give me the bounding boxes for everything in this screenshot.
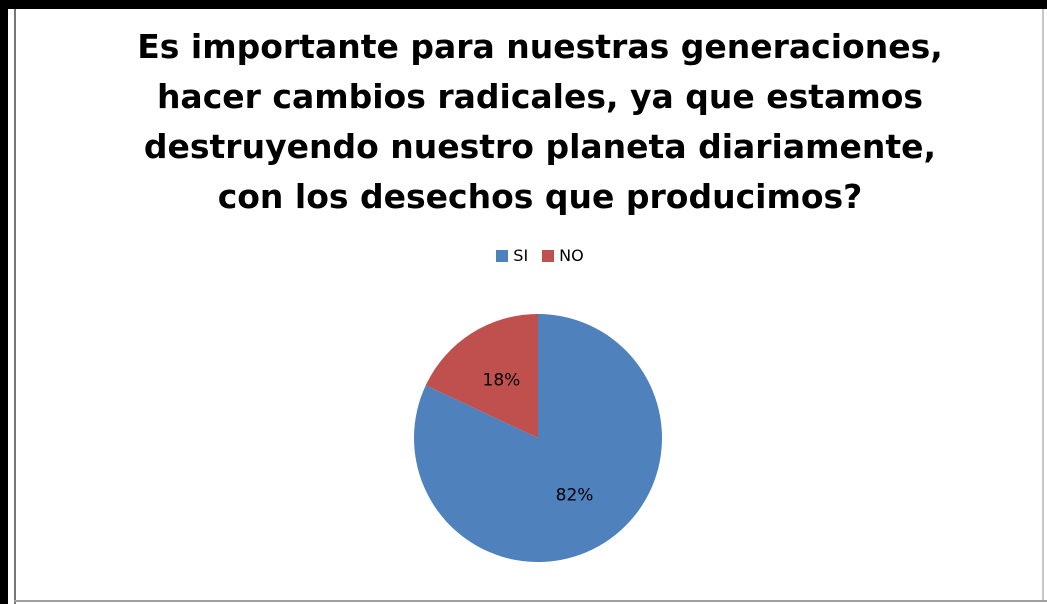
chart-title-line-2: hacer cambios radicales, ya que estamos [156, 77, 924, 116]
frame-top-border [0, 0, 1047, 9]
frame-left-border [0, 0, 8, 604]
legend-item-no: NO [542, 246, 584, 265]
legend-label-no: NO [559, 246, 584, 265]
chart-title-line-3: destruyendo nuestro planeta diariamente, [143, 127, 937, 166]
legend-item-si: SI [496, 246, 528, 265]
data-label-si: 82% [556, 486, 594, 506]
chart-legend: SI NO [440, 246, 640, 265]
chart-title-line-4: con los desechos que producimos? [217, 177, 863, 216]
legend-swatch-no [542, 249, 555, 262]
frame-right-border [1042, 9, 1044, 600]
legend-swatch-si [496, 249, 509, 262]
data-label-no: 18% [483, 370, 521, 390]
frame-bottom-border [14, 600, 1047, 602]
legend-label-si: SI [513, 246, 529, 265]
chart-title: Es importante para nuestras generaciones… [60, 22, 1020, 222]
chart-title-line-1: Es importante para nuestras generaciones… [137, 27, 943, 66]
frame-left-inner-border [14, 9, 16, 604]
pie-slice-no [425, 314, 538, 438]
